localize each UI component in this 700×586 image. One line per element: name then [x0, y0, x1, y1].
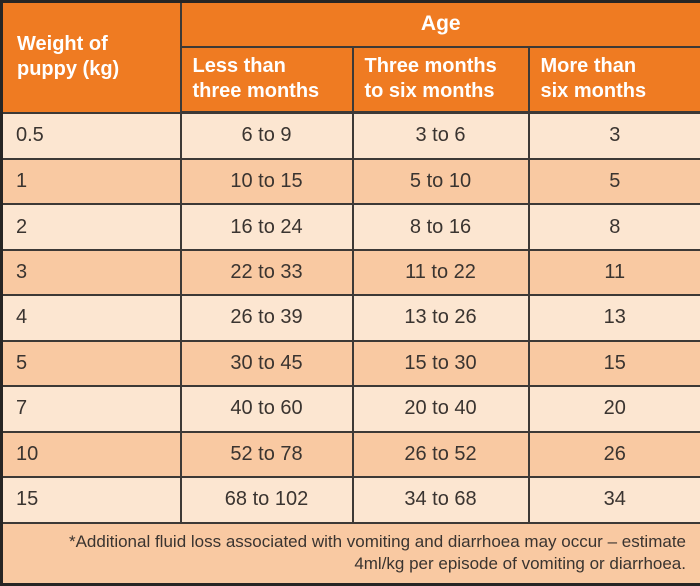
- weight-cell: 15: [0, 476, 182, 524]
- value-cell: 20: [527, 385, 700, 433]
- weight-cell: 7: [0, 385, 182, 433]
- footnote: *Additional fluid loss associated with v…: [0, 521, 700, 586]
- table-row: 2 16 to 24 8 to 16 8: [0, 203, 700, 251]
- value-cell: 3 to 6: [351, 111, 530, 160]
- value-cell: 5 to 10: [351, 157, 530, 206]
- table-row: 15 68 to 102 34 to 68 34: [0, 476, 700, 524]
- value-cell: 13: [527, 294, 700, 342]
- weight-cell: 4: [0, 294, 182, 342]
- column-header-age: Age: [179, 0, 700, 48]
- value-cell: 52 to 78: [179, 430, 354, 479]
- table-row: 1 10 to 15 5 to 10 5: [0, 157, 700, 206]
- weight-cell: 1: [0, 157, 182, 206]
- value-cell: 15 to 30: [351, 339, 530, 388]
- column-subheader-0: Less than three months: [179, 45, 354, 114]
- value-cell: 8: [527, 203, 700, 251]
- table-footer: *Additional fluid loss associated with v…: [0, 521, 700, 586]
- value-cell: 26: [527, 430, 700, 479]
- value-cell: 68 to 102: [179, 476, 354, 524]
- value-cell: 10 to 15: [179, 157, 354, 206]
- value-cell: 3: [527, 111, 700, 160]
- value-cell: 40 to 60: [179, 385, 354, 433]
- value-cell: 15: [527, 339, 700, 388]
- age-subheader-row: Less than three months Three months to si…: [2, 45, 700, 114]
- value-cell: 26 to 39: [179, 294, 354, 342]
- value-cell: 30 to 45: [179, 339, 354, 388]
- value-cell: 11 to 22: [351, 248, 530, 297]
- table-row: 10 52 to 78 26 to 52 26: [0, 430, 700, 479]
- weight-cell: 2: [0, 203, 182, 251]
- table-row: 5 30 to 45 15 to 30 15: [0, 339, 700, 388]
- table-row: 4 26 to 39 13 to 26 13: [0, 294, 700, 342]
- value-cell: 16 to 24: [179, 203, 354, 251]
- value-cell: 8 to 16: [351, 203, 530, 251]
- value-cell: 6 to 9: [179, 111, 354, 160]
- column-subheader-1: Three months to six months: [351, 45, 530, 114]
- value-cell: 22 to 33: [179, 248, 354, 297]
- value-cell: 13 to 26: [351, 294, 530, 342]
- weight-cell: 0.5: [0, 111, 182, 160]
- column-header-weight: Weight of puppy (kg): [0, 0, 182, 114]
- table-row: 7 40 to 60 20 to 40 20: [0, 385, 700, 433]
- table-row: 3 22 to 33 11 to 22 11: [0, 248, 700, 297]
- weight-cell: 3: [0, 248, 182, 297]
- weight-cell: 10: [0, 430, 182, 479]
- value-cell: 11: [527, 248, 700, 297]
- value-cell: 20 to 40: [351, 385, 530, 433]
- value-cell: 5: [527, 157, 700, 206]
- weight-cell: 5: [0, 339, 182, 388]
- value-cell: 34 to 68: [351, 476, 530, 524]
- column-subheader-2: More than six months: [527, 45, 700, 114]
- value-cell: 34: [527, 476, 700, 524]
- value-cell: 26 to 52: [351, 430, 530, 479]
- table-header: Weight of puppy (kg) Age Less than three…: [0, 0, 700, 114]
